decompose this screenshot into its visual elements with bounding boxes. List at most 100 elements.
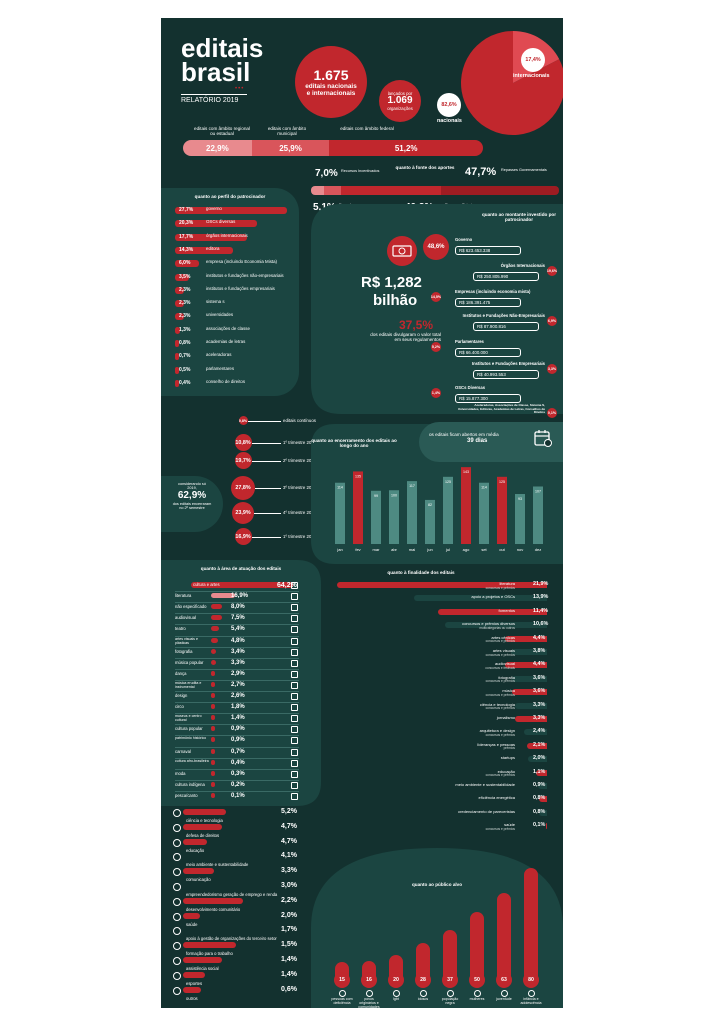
quarter-label: 4º trimestre 2019 [283, 510, 317, 515]
report-subtitle: RELATÓRIO 2019 [181, 97, 239, 104]
amount-pct-badge: 1,4% [431, 388, 441, 398]
area-bar [211, 781, 215, 787]
sponsor-label: parlamentares [206, 365, 235, 371]
area-pct: 0,9% [231, 737, 245, 744]
amount-name: Órgãos Internacionais [500, 263, 545, 268]
closing-bar [425, 499, 435, 544]
purpose-label: saúde [504, 822, 515, 828]
internacionais-pct: 17,4% [525, 57, 541, 63]
area-label: cultura afro-brasileira [175, 758, 209, 763]
sponsor-bar [175, 300, 185, 308]
sponsor-bar [175, 379, 179, 387]
audience-value: 80 [528, 977, 534, 983]
quarter-row: 19,7% 2º trimestre 2019 [227, 452, 316, 469]
closing-note-bottom: dos editais encerraram no 2º semestre [172, 502, 212, 511]
purpose-bar [512, 689, 547, 696]
audience-icon [366, 990, 373, 997]
amount-name: Institutos e Fundações Não-Empresariais [462, 313, 545, 318]
amount-value-box: R$ 250.805.990 [473, 272, 539, 281]
other-area-bar: outros [183, 986, 201, 1001]
amount-name: Institutos e Fundações Empresariais [471, 361, 545, 366]
purpose-pct: 0,8% [533, 808, 546, 815]
sponsor-label: aceleradoras [206, 352, 232, 358]
scope-label-federal: editais com âmbito federal [340, 126, 394, 131]
area-pct: 8,0% [231, 604, 245, 611]
other-area-label: desenvolvimento comunitário [186, 906, 241, 912]
purpose-label: eficiência energética [478, 795, 515, 801]
purpose-label: educação [497, 768, 515, 774]
internacionais-label: internacionais [513, 73, 550, 79]
area-icon [291, 604, 298, 612]
closing-chart-title: quanto ao encerramento dos editais ao lo… [311, 438, 397, 449]
other-area-icon [173, 912, 181, 921]
area-bar [211, 792, 215, 798]
other-area-label: educação [186, 847, 205, 853]
funding-incentivados-pct: 7,0% [315, 168, 338, 179]
purpose-label: audiovisual [494, 661, 515, 667]
other-area-label: apoio à gestão de organizações do tercei… [186, 936, 277, 942]
other-area-bar: ciência e tecnologia [183, 809, 226, 823]
orgs-value: 1.069 [387, 95, 413, 106]
purpose-row: meio ambiente e sustentabilidade 0,9% [321, 781, 563, 794]
other-area-pct: 4,7% [281, 837, 297, 845]
audience-label: povos originários e comunidades tradicio… [358, 997, 380, 1008]
money-icon [387, 236, 417, 266]
area-bar [211, 681, 215, 687]
area-title: quanto à área de atuação dos editais [200, 566, 282, 571]
closing-bar-value: 99 [374, 494, 378, 498]
purpose-label: lideranças e pessoas [477, 741, 515, 747]
sponsor-pct: 17,7% [179, 233, 194, 240]
other-area-bar: educação [183, 838, 208, 853]
area-row: cultura e artes 64,2% [161, 580, 321, 591]
quarter-line [251, 442, 281, 444]
quarter-row: 16,9% 1º trimestre 2020 [227, 528, 316, 545]
purpose-row: artes visuais concursos e prêmios 3,8% [321, 647, 563, 660]
closing-bar-value: 117 [409, 484, 415, 488]
closing-bar-value: 82 [428, 503, 432, 507]
closing-month-label: out [499, 547, 505, 552]
amount-pct: 3,3% [547, 367, 557, 371]
closing-note-pct: 62,9% [177, 490, 207, 501]
purpose-label: jornalismo [496, 715, 515, 720]
other-area-row: esportes 1,4% [161, 969, 321, 986]
sponsor-row: 0,8% academias de letras [161, 337, 299, 349]
closing-month-label: fev [355, 547, 360, 552]
amount-pct-badge: 14,5% [431, 292, 441, 302]
other-area-row: meio ambiente e sustentabilidade 4,1% [161, 850, 321, 867]
purpose-row: audiovisual concursos e festivais 4,4% [321, 660, 563, 673]
purpose-sublabel: concursos e prêmios [485, 639, 515, 644]
purpose-label: artes cênicas [491, 634, 515, 640]
audience-icon [447, 990, 454, 997]
area-pct: 5,4% [231, 626, 245, 633]
open-days-title: os editais ficam abertos em média [429, 432, 499, 437]
other-area-pct: 1,4% [281, 956, 297, 963]
sponsor-row: 3,5% institutos e fundações não-empresari… [161, 271, 299, 283]
open-days-panel [419, 422, 563, 462]
other-area-bar: defesa de direitos [183, 823, 223, 838]
closing-bar-value: 114 [481, 486, 487, 490]
total-value: 1.675 [313, 66, 349, 83]
purpose-label: ciência e tecnologia [479, 701, 515, 707]
area-icon [291, 582, 298, 589]
amount-by-sponsor-list: 48,6% Governo R$ 623.453.338 19,6% Órgãos In… [423, 226, 561, 418]
purpose-pct: 0,8% [533, 795, 546, 802]
quarter-label: 1º trimestre 2020 [283, 533, 317, 539]
orgs-unit: organizações [387, 106, 413, 111]
other-area-icon [173, 986, 181, 995]
sponsor-row: 0,7% aceleradoras [161, 350, 299, 362]
area-icon [291, 715, 298, 723]
other-area-icon [173, 957, 181, 965]
purpose-bar [504, 662, 547, 669]
audience-value-badge: 28 [415, 972, 431, 988]
area-label: cultura indígena [175, 781, 205, 787]
purpose-pct: 4,4% [533, 661, 546, 668]
area-bar [211, 670, 216, 676]
purpose-sublabel: concursos e prêmios [485, 826, 515, 831]
amount-value-box: R$ 87.900.816 [473, 322, 539, 331]
area-icon [291, 759, 298, 767]
sponsor-pct: 0,5% [179, 366, 191, 373]
amount-panel-bg [311, 204, 563, 414]
area-bar [211, 770, 215, 776]
closing-month-label: mai [409, 547, 416, 552]
purpose-pct: 10,6% [533, 621, 549, 628]
